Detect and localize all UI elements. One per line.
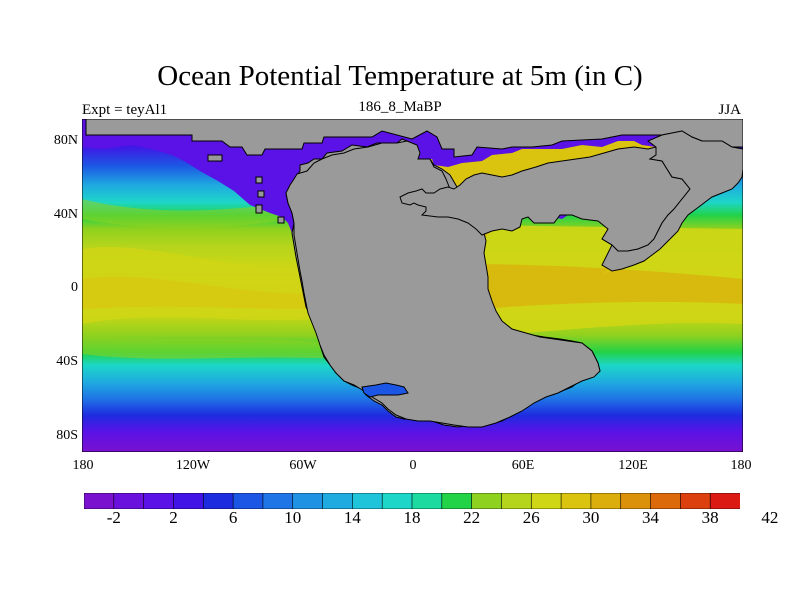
colorbar-swatch: [292, 493, 324, 509]
lat-tick-label: 80S: [56, 428, 78, 443]
colorbar-swatch: [143, 493, 175, 509]
lon-tick-label: 120E: [618, 458, 648, 473]
colorbar-swatch: [262, 493, 294, 509]
colorbar-swatch: [411, 493, 443, 509]
lon-tick-label: 120W: [175, 458, 211, 473]
warm-core-east: [462, 264, 743, 309]
colorbar-tick-label: 14: [343, 508, 361, 527]
lon-tick-label: 0: [409, 458, 417, 473]
colorbar-tick-label: 42: [761, 508, 779, 527]
colorbar: [84, 493, 740, 509]
lon-tick-label: 60W: [289, 458, 317, 473]
time-label: 186_8_MaBP: [358, 99, 442, 115]
lat-tick-label: 40S: [56, 354, 78, 369]
colorbar-tick-label: 38: [701, 508, 719, 527]
green-band-south: [82, 334, 342, 359]
colorbar-swatch: [232, 493, 264, 509]
lon-tick-label: 60E: [511, 458, 535, 473]
colorbar-swatch: [530, 493, 562, 509]
colorbar-tick-label: -2: [106, 508, 121, 527]
colorbar-swatch: [709, 493, 740, 509]
colorbar-swatch: [441, 493, 473, 509]
lat-tick-label: 80N: [53, 133, 78, 148]
colorbar-tick-label: 18: [403, 508, 421, 527]
colorbar-swatch: [202, 493, 234, 509]
colorbar-swatch: [352, 493, 383, 509]
colorbar-tick-label: 22: [463, 508, 481, 527]
colorbar-swatch: [322, 493, 354, 509]
colorbar-swatch: [501, 493, 533, 509]
colorbar-swatch: [471, 493, 503, 509]
lon-tick-label: 180: [72, 458, 94, 473]
colorbar-tick-label: 30: [582, 508, 600, 527]
plot-title: Ocean Potential Temperature at 5m (in C): [157, 60, 643, 92]
colorbar-swatch: [173, 493, 205, 509]
colorbar-tick-label: 2: [169, 508, 178, 527]
colorbar-swatch: [620, 493, 652, 509]
colorbar-swatch: [590, 493, 622, 509]
colorbar-swatch: [560, 493, 592, 509]
colorbar-swatch: [84, 493, 115, 509]
experiment-label: Expt = teyAl1: [82, 102, 168, 118]
colorbar-tick-label: 10: [284, 508, 302, 527]
colorbar-swatch: [680, 493, 711, 509]
warm-core-west: [82, 276, 312, 309]
lat-tick-label: 40N: [53, 207, 78, 222]
temperature-map: [82, 119, 743, 452]
lon-tick-label: 180: [730, 458, 752, 473]
colorbar-tick-label: 26: [522, 508, 540, 527]
colorbar-swatch: [381, 493, 413, 509]
colorbar-swatch: [650, 493, 682, 509]
colorbar-swatch: [113, 493, 145, 509]
land-mask: [82, 119, 743, 428]
colorbar-tick-label: 6: [228, 508, 238, 527]
colorbar-tick-label: 34: [642, 508, 660, 527]
season-label: JJA: [718, 102, 741, 118]
lat-tick-label: 0: [71, 280, 78, 295]
